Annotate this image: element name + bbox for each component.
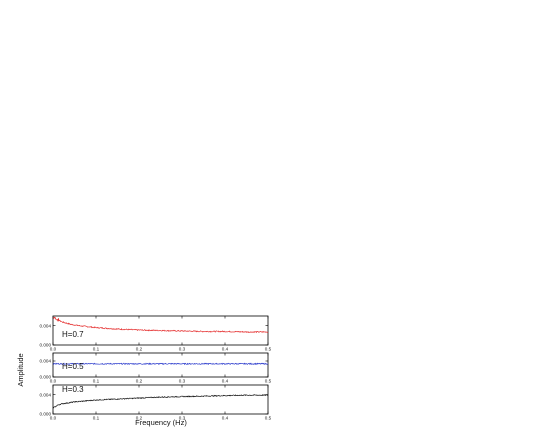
x-tick-label: 0.0	[50, 416, 57, 421]
x-tick-label: 0.0	[50, 347, 57, 352]
panel-2: 0.000 0.004 0.0 0.1 0.2 0.3 0.4 0.5 H=0.3	[40, 384, 272, 421]
x-tick-label: 0.2	[136, 416, 143, 421]
x-tick-label: 0.4	[222, 416, 229, 421]
x-tick-label: 0.3	[179, 347, 186, 352]
series-line	[52, 316, 269, 334]
x-tick-label: 0.4	[222, 379, 229, 384]
x-tick-label: 0.1	[93, 379, 100, 384]
x-tick-label: 0.5	[265, 416, 272, 421]
series-line	[52, 394, 269, 409]
x-tick-label: 0.2	[136, 379, 143, 384]
panel-frame	[52, 352, 269, 378]
x-tick-label: 0.3	[179, 379, 186, 384]
x-tick-label: 0.4	[222, 347, 229, 352]
panel-label: H=0.7	[62, 330, 84, 339]
panel-frame	[52, 384, 269, 415]
x-axis-title: Frequency (Hz)	[135, 418, 187, 427]
y-tick-label: 0.004	[40, 323, 52, 328]
y-axis-title: Amplitude	[16, 353, 25, 386]
x-tick-label: 0.1	[93, 347, 100, 352]
x-tick-label: 0.5	[265, 347, 272, 352]
x-tick-label: 0.3	[179, 416, 186, 421]
x-tick-label: 0.5	[265, 379, 272, 384]
x-tick-label: 0.0	[50, 379, 57, 384]
x-tick-label: 0.1	[93, 416, 100, 421]
y-tick-label: 0.000	[40, 343, 52, 348]
y-tick-label: 0.000	[40, 412, 52, 417]
panel-0: 0.000 0.004 0.0 0.1 0.2 0.3 0.4 0.5 H=0.7	[40, 315, 272, 352]
x-tick-label: 0.2	[136, 347, 143, 352]
y-tick-label: 0.004	[40, 359, 52, 364]
panel-1: 0.000 0.004 0.0 0.1 0.2 0.3 0.4 0.5 H=0.5	[40, 352, 272, 384]
panel-frame	[52, 315, 269, 346]
panel-label: H=0.3	[62, 385, 84, 394]
series-line	[52, 362, 269, 366]
y-tick-label: 0.004	[40, 392, 52, 397]
y-tick-label: 0.000	[40, 375, 52, 380]
panel-label: H=0.5	[62, 362, 84, 371]
